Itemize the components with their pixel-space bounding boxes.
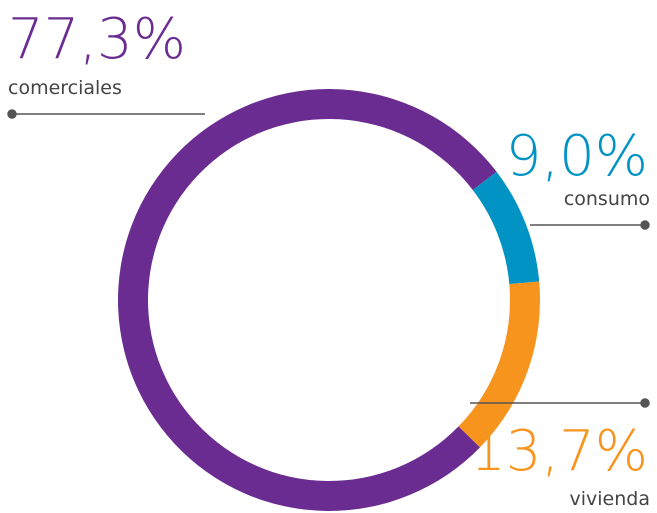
leader-dot [640,398,650,408]
category-label: consumo [564,188,650,210]
donut-segment [472,171,540,285]
value-label: 9,0% [506,124,648,189]
value-label: 77,3% [8,7,186,72]
leader-lines [7,109,650,408]
donut-segment [458,281,540,448]
value-label: 13,7% [470,419,648,484]
category-label: vivienda [570,488,650,510]
category-label: comerciales [8,77,122,99]
donut-segment [118,89,497,512]
leader-dot [7,109,17,119]
leader-dot [640,220,650,230]
ring [118,89,540,512]
